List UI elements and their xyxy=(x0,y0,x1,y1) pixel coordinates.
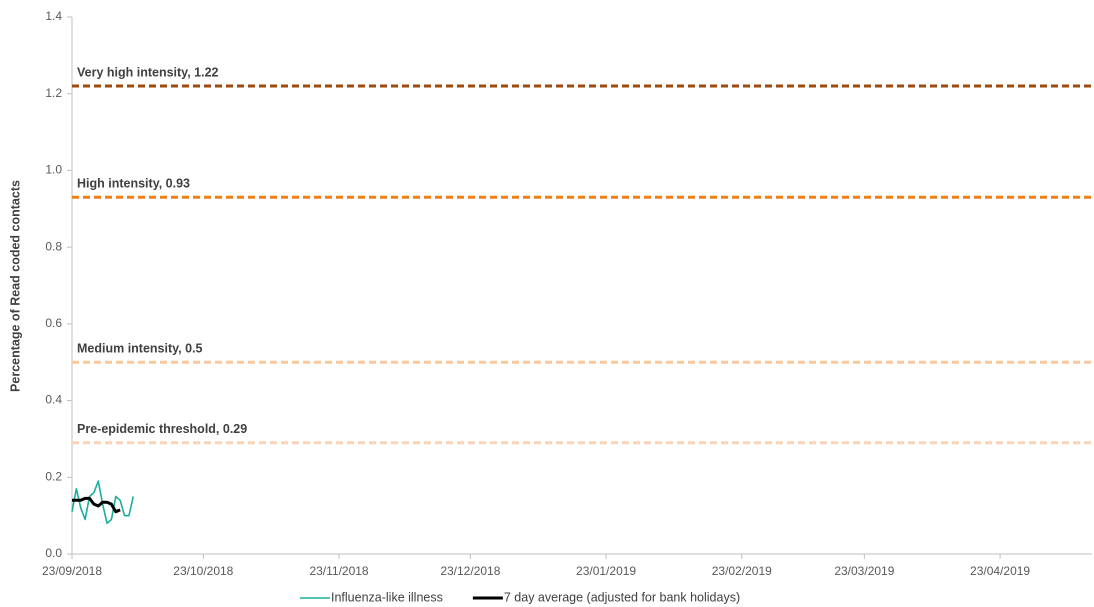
x-tick-label: 23/10/2018 xyxy=(173,564,233,578)
y-tick-label: 0.4 xyxy=(45,393,62,407)
y-tick-label: 1.0 xyxy=(45,163,62,177)
y-tick-label: 0.8 xyxy=(45,239,62,253)
x-tick-label: 23/12/2018 xyxy=(440,564,500,578)
legend-label: 7 day average (adjusted for bank holiday… xyxy=(504,590,740,604)
y-tick-label: 1.4 xyxy=(45,9,62,23)
threshold-label: High intensity, 0.93 xyxy=(77,177,190,191)
threshold-label: Medium intensity, 0.5 xyxy=(77,342,203,356)
y-tick-label: 1.2 xyxy=(45,86,62,100)
threshold-label: Pre-epidemic threshold, 0.29 xyxy=(77,422,247,436)
legend-label: Influenza-like illness xyxy=(331,590,443,604)
x-tick-label: 23/04/2019 xyxy=(970,564,1030,578)
x-tick-label: 23/11/2018 xyxy=(309,564,368,578)
y-tick-label: 0.0 xyxy=(45,546,62,560)
series-line xyxy=(72,496,121,514)
threshold-label: Very high intensity, 1.22 xyxy=(77,65,219,79)
x-tick-label: 23/03/2019 xyxy=(834,564,894,578)
y-tick-label: 0.2 xyxy=(45,469,62,483)
y-axis-label: Percentage of Read coded contacts xyxy=(8,180,22,392)
x-tick-label: 23/02/2019 xyxy=(712,564,772,578)
x-tick-label: 23/09/2018 xyxy=(42,564,102,578)
x-tick-label: 23/01/2019 xyxy=(576,564,636,578)
y-tick-label: 0.6 xyxy=(45,316,62,330)
